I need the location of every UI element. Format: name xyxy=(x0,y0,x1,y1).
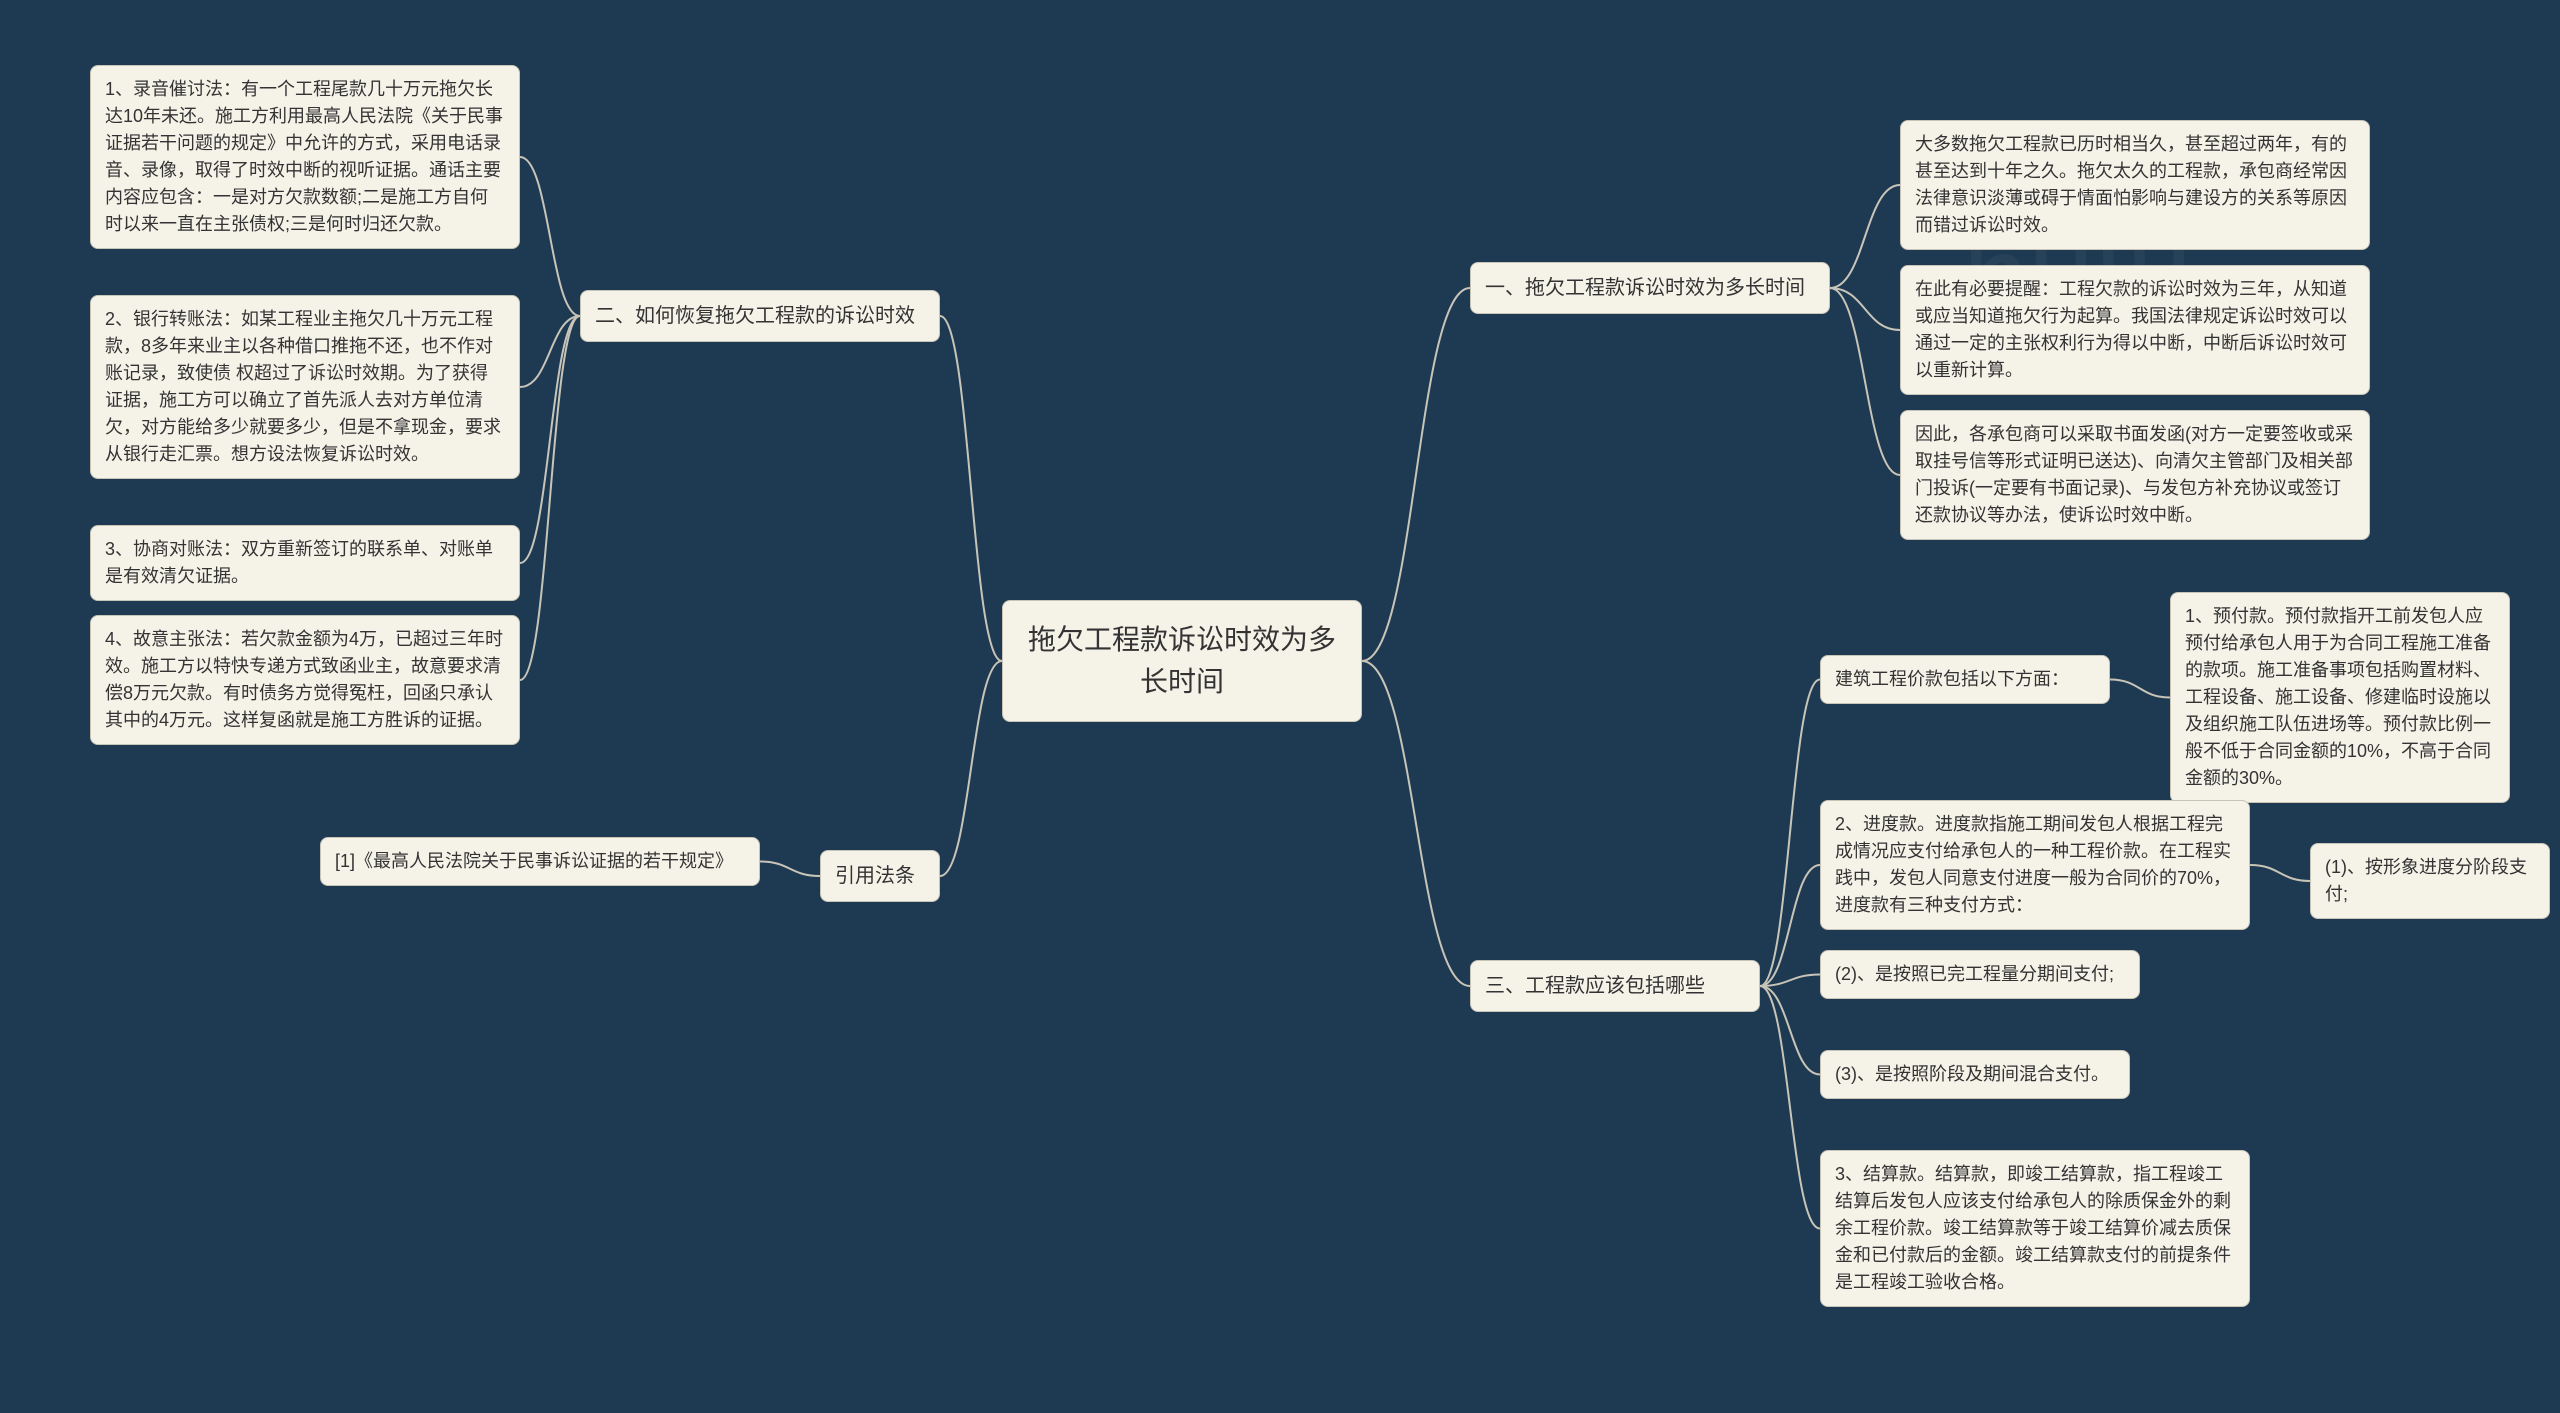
root-node: 拖欠工程款诉讼时效为多长时间 xyxy=(1002,600,1362,722)
branch-1-child-1: 大多数拖欠工程款已历时相当久，甚至超过两年，有的甚至达到十年之久。拖欠太久的工程… xyxy=(1900,120,2370,250)
branch-2-child-3: 3、协商对账法：双方重新签订的联系单、对账单是有效清欠证据。 xyxy=(90,525,520,601)
branch-1-text: 一、拖欠工程款诉讼时效为多长时间 xyxy=(1485,277,1805,299)
root-text: 拖欠工程款诉讼时效为多长时间 xyxy=(1028,624,1336,697)
branch-4-child-1: [1]《最高人民法院关于民事诉讼证据的若干规定》 xyxy=(320,837,760,886)
branch-3-child-3: (2)、是按照已完工程量分期间支付; xyxy=(1820,950,2140,999)
branch-4: 引用法条 xyxy=(820,850,940,902)
branch-3-child-1: 建筑工程价款包括以下方面： xyxy=(1820,655,2110,704)
branch-2-child-4: 4、故意主张法：若欠款金额为4万，已超过三年时效。施工方以特快专递方式致函业主，… xyxy=(90,615,520,745)
branch-3: 三、工程款应该包括哪些 xyxy=(1470,960,1760,1012)
branch-2-child-1: 1、录音催讨法：有一个工程尾款几十万元拖欠长达10年未还。施工方利用最高人民法院… xyxy=(90,65,520,249)
branch-4-text: 引用法条 xyxy=(835,865,915,887)
branch-3-child-5: 3、结算款。结算款，即竣工结算款，指工程竣工结算后发包人应该支付给承包人的除质保… xyxy=(1820,1150,2250,1307)
branch-2: 二、如何恢复拖欠工程款的诉讼时效 xyxy=(580,290,940,342)
branch-3-child-2a: (1)、按形象进度分阶段支付; xyxy=(2310,843,2550,919)
branch-2-text: 二、如何恢复拖欠工程款的诉讼时效 xyxy=(595,305,915,327)
branch-3-child-4: (3)、是按照阶段及期间混合支付。 xyxy=(1820,1050,2130,1099)
branch-3-child-1a: 1、预付款。预付款指开工前发包人应预付给承包人用于为合同工程施工准备的款项。施工… xyxy=(2170,592,2510,803)
branch-1: 一、拖欠工程款诉讼时效为多长时间 xyxy=(1470,262,1830,314)
branch-1-child-2: 在此有必要提醒：工程欠款的诉讼时效为三年，从知道或应当知道拖欠行为起算。我国法律… xyxy=(1900,265,2370,395)
branch-3-child-2: 2、进度款。进度款指施工期间发包人根据工程完成情况应支付给承包人的一种工程价款。… xyxy=(1820,800,2250,930)
branch-3-text: 三、工程款应该包括哪些 xyxy=(1485,975,1705,997)
branch-2-child-2: 2、银行转账法：如某工程业主拖欠几十万元工程款，8多年来业主以各种借口推拖不还，… xyxy=(90,295,520,479)
branch-1-child-3: 因此，各承包商可以采取书面发函(对方一定要签收或采取挂号信等形式证明已送达)、向… xyxy=(1900,410,2370,540)
